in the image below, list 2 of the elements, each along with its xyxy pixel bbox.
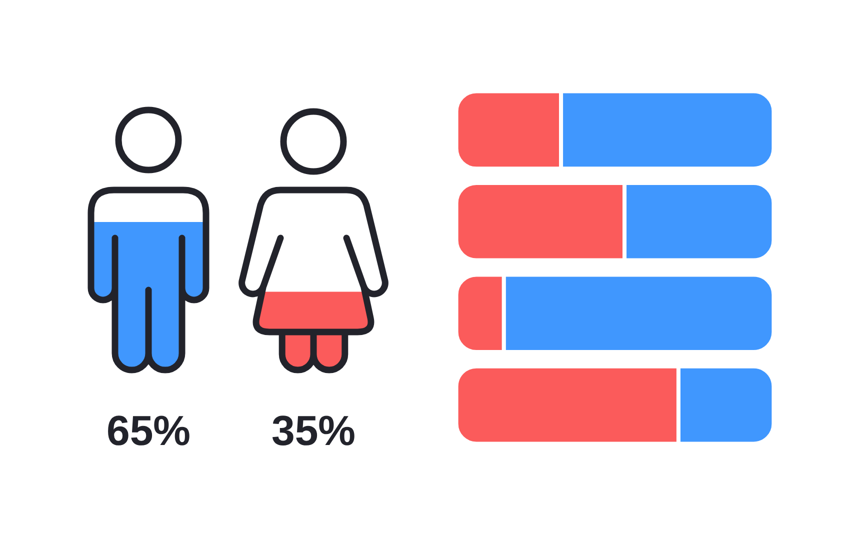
data-label: 35% xyxy=(271,407,356,454)
data-label: 65% xyxy=(106,407,191,454)
